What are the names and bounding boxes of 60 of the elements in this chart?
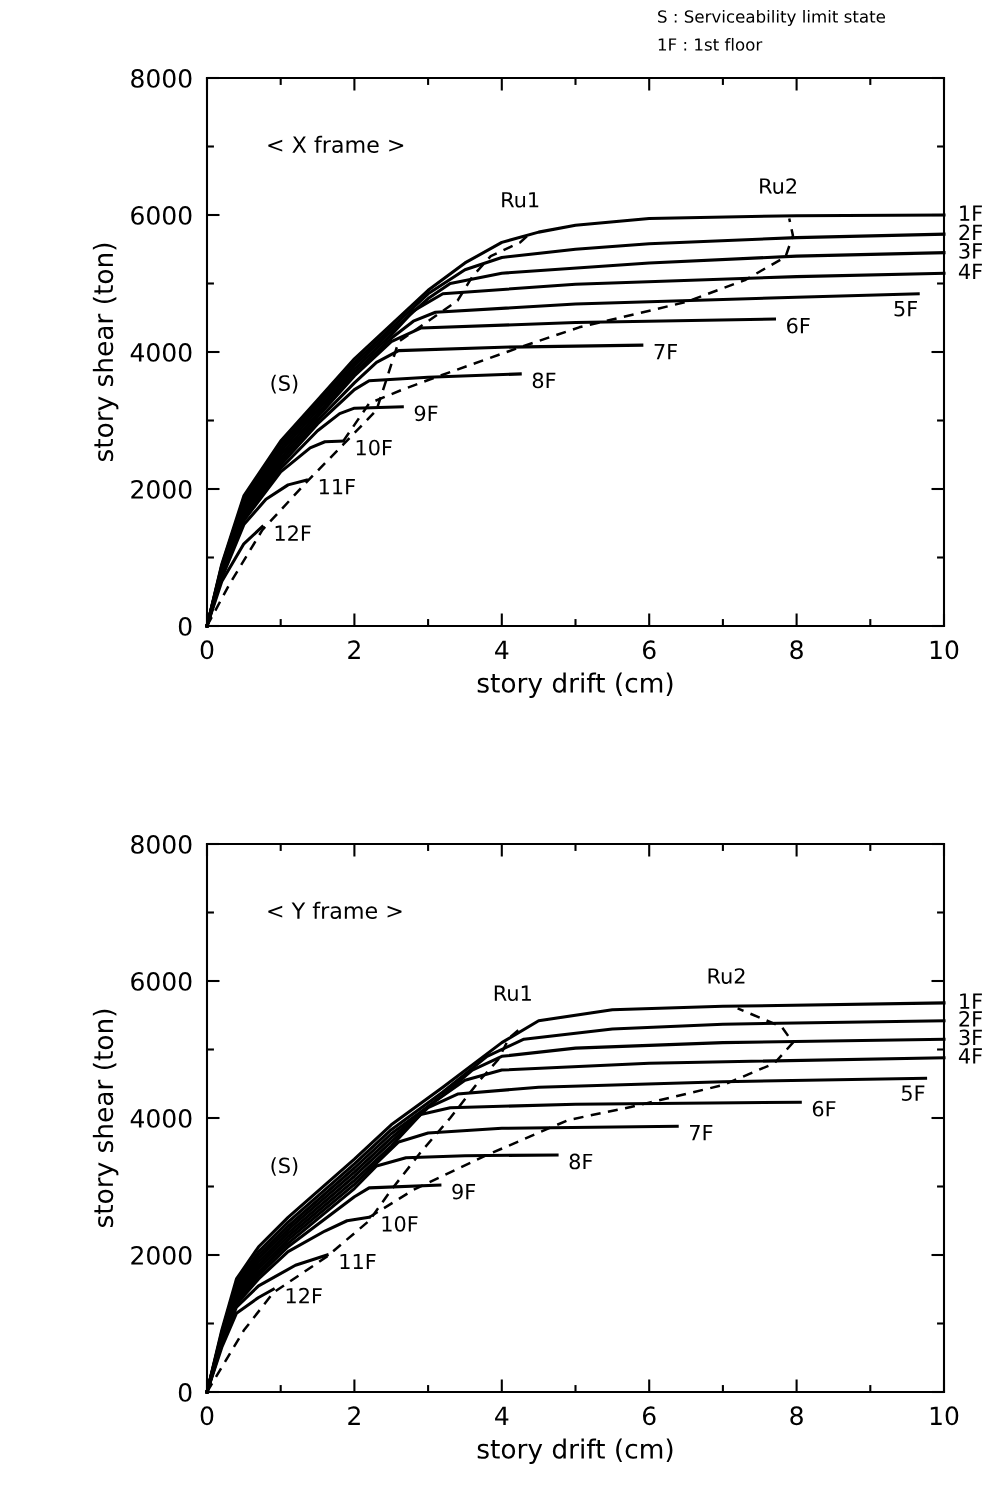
y-tick-label: 4000 [130,1108,192,1128]
series-label: 9F [452,1183,476,1200]
series-label: 9F [414,405,438,422]
series-label: 2F [959,224,982,240]
x-tick-label: 10 [930,1406,959,1426]
x-tick-label: 2 [348,1406,360,1425]
series-label: 1F [960,993,982,1009]
series-label: 5F [901,1085,925,1101]
y-tick-label: 2000 [131,1245,192,1265]
series-label: 7F [654,344,677,360]
x-tick-label: 6 [642,1406,656,1426]
series-label: 3F [959,242,982,259]
x-tick-label: 6 [642,640,656,660]
text: S : Serviceability limit state [658,9,886,27]
x-tick-label: 0 [200,640,214,660]
legend-label: 3F [959,1029,982,1046]
y-axis-title: story shear (ton) [92,1009,119,1228]
x-tick-label: 10 [930,640,959,660]
series-label: 11F [319,478,355,495]
x-tick-label: 8 [790,1406,803,1426]
text: < Y frame > [268,901,402,919]
text: 1F : 1st floor [658,37,763,51]
series-label: 8F [569,1153,593,1170]
series-label: 12F [275,525,311,541]
series-label: 6F [787,317,810,334]
series-label: 2F [959,1011,982,1027]
series-label: 11F [340,1253,376,1270]
y-tick-label: 8000 [131,834,192,854]
x-tick-label: 8 [790,640,803,660]
y-tick-label: 6000 [131,205,192,225]
series-label: 12F [286,1287,322,1304]
series-label: 4F [958,1048,982,1064]
legend-label: 4F [958,263,982,279]
series-label: 6F [812,1100,836,1117]
series-label: 5F [894,301,917,317]
series-label: 7F [690,1125,713,1141]
series-label: 10F [382,1215,418,1232]
series-label: Ru2 [708,968,745,984]
annotation: (S) [271,1157,298,1176]
series-label: 8F [532,372,556,389]
y-tick-label: 4000 [130,342,192,362]
series-label: Ru1 [494,985,531,1002]
y-axis-title: story shear (ton) [92,243,119,462]
y-tick-label: 6000 [131,971,192,991]
series-label: Ru1 [502,192,539,208]
y-tick-label: 0 [178,616,192,636]
x-tick-label: 4 [495,1406,509,1425]
annotation: (S) [271,374,298,394]
text: < X frame > [268,135,404,153]
legend-label: 1F [960,205,982,221]
y-tick-label: 8000 [131,68,192,88]
y-tick-label: 0 [178,1382,192,1402]
x-tick-label: 0 [200,1406,214,1426]
x-tick-label: 4 [495,640,509,659]
x-axis-title: story drift (cm) [477,672,673,698]
x-tick-label: 2 [348,640,360,659]
y-tick-label: 2000 [131,479,192,499]
x-axis-title: story drift (cm) [477,1438,673,1464]
series-label: Ru2 [760,178,797,194]
series-label: 10F [356,439,392,456]
